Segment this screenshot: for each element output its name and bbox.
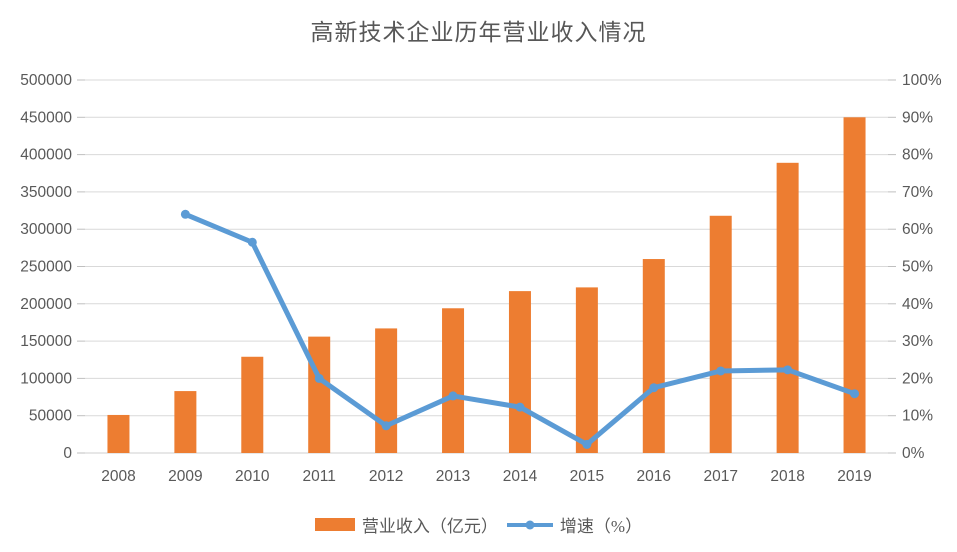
- revenue-bar-2010: [241, 356, 264, 453]
- x-axis-label-2018: 2018: [770, 468, 804, 485]
- legend-growth-label: 增速（%）: [559, 517, 643, 536]
- growth-point-2019: [850, 389, 860, 399]
- revenue-bar-2014: [508, 291, 531, 453]
- growth-point-2012: [381, 421, 391, 431]
- growth-point-2018: [783, 365, 793, 375]
- left-axis-label: 400000: [20, 147, 72, 164]
- chart-legend: 营业收入（亿元） 增速（%）: [0, 512, 957, 537]
- left-axis-label: 150000: [20, 333, 72, 350]
- growth-line-swatch-icon: [506, 520, 553, 529]
- growth-point-2016: [649, 383, 659, 393]
- revenue-bar-2015: [575, 287, 598, 453]
- legend-revenue-label: 营业收入（亿元）: [361, 517, 498, 536]
- x-axis-label-2016: 2016: [637, 468, 671, 485]
- legend-item-growth: 增速（%）: [506, 512, 643, 537]
- revenue-bar-2018: [776, 162, 799, 453]
- right-axis-label: 100%: [902, 72, 942, 89]
- revenue-bar-2009: [174, 391, 197, 453]
- revenue-bar-2019: [843, 117, 866, 454]
- right-axis-label: 70%: [902, 184, 933, 201]
- left-axis-label: 250000: [20, 259, 72, 276]
- left-axis-label: 100000: [20, 370, 72, 387]
- left-axis-label: 200000: [20, 296, 72, 313]
- growth-point-2009: [180, 209, 190, 219]
- left-axis-label: 350000: [20, 184, 72, 201]
- x-axis-label-2013: 2013: [436, 468, 470, 485]
- right-axis-label: 60%: [902, 221, 933, 238]
- left-axis-label: 500000: [20, 72, 72, 89]
- growth-point-2017: [716, 366, 726, 376]
- legend-item-revenue: 营业收入（亿元）: [314, 512, 498, 537]
- right-axis-label: 90%: [902, 109, 933, 126]
- left-axis-label: 450000: [20, 109, 72, 126]
- growth-point-2015: [582, 439, 592, 449]
- x-axis-label-2008: 2008: [101, 468, 135, 485]
- x-axis-label-2012: 2012: [369, 468, 403, 485]
- chart-title: 高新技术企业历年营业收入情况: [310, 20, 647, 45]
- right-axis-label: 30%: [902, 333, 933, 350]
- right-axis-label: 50%: [902, 259, 933, 276]
- x-axis-label-2019: 2019: [837, 468, 871, 485]
- growth-point-2014: [515, 402, 525, 412]
- revenue-bar-2012: [375, 328, 398, 453]
- x-axis-label-2014: 2014: [503, 468, 538, 485]
- right-axis-label: 20%: [902, 370, 933, 387]
- revenue-bar-2017: [709, 215, 732, 453]
- revenue-bar-2013: [442, 308, 465, 453]
- right-axis-label: 0%: [902, 445, 925, 462]
- growth-point-2013: [448, 391, 458, 401]
- left-axis-label: 300000: [20, 221, 72, 238]
- left-axis-label: 0: [63, 445, 72, 462]
- growth-point-2011: [314, 373, 324, 383]
- right-axis-label: 10%: [902, 408, 933, 425]
- x-axis-label-2010: 2010: [235, 468, 270, 485]
- revenue-bar-swatch-icon: [314, 518, 355, 531]
- x-axis-label-2011: 2011: [303, 468, 336, 485]
- x-axis-label-2015: 2015: [570, 468, 604, 485]
- growth-point-2010: [247, 237, 257, 247]
- growth-line-marker-icon: [525, 520, 535, 529]
- right-axis-label: 40%: [902, 296, 933, 313]
- revenue-bar-2008: [107, 414, 130, 453]
- left-axis-label: 50000: [29, 408, 72, 425]
- x-axis-label-2017: 2017: [703, 468, 737, 485]
- revenue-bar-2011: [308, 336, 331, 453]
- right-axis-label: 80%: [902, 147, 933, 164]
- revenue-bar-2016: [642, 259, 665, 453]
- x-axis-label-2009: 2009: [168, 468, 202, 485]
